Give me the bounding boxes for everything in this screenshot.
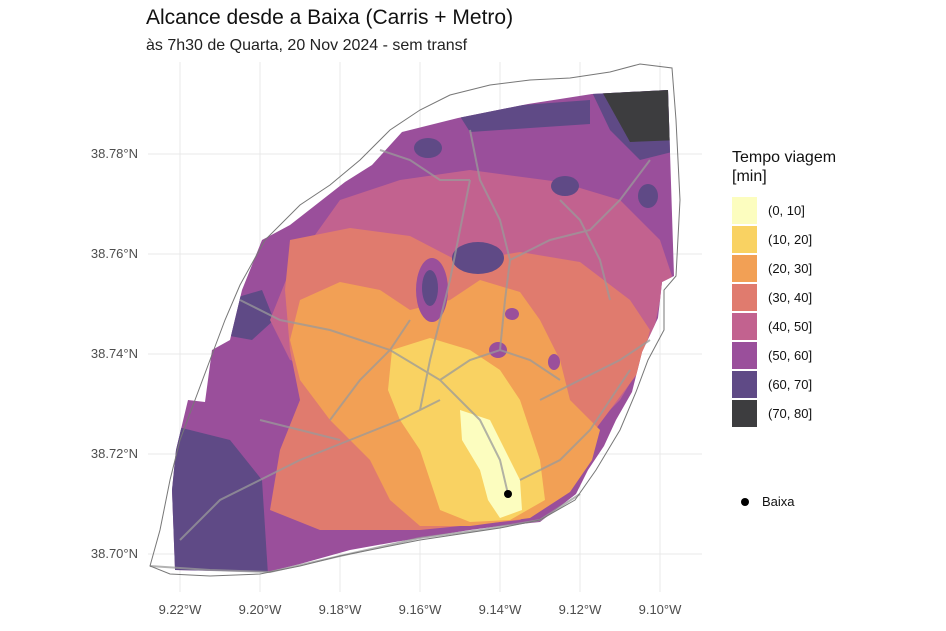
legend-item: (50, 60] [732,341,872,370]
y-tick-label: 38.78°N [90,146,138,161]
legend-label: (30, 40] [768,290,813,305]
legend-item: (0, 10] [732,196,872,225]
legend-item: (60, 70] [732,370,872,399]
legend-label: (50, 60] [768,348,813,363]
legend-label: (40, 50] [768,319,813,334]
legend-label: (10, 20] [768,232,813,247]
point-legend-label: Baixa [762,494,795,509]
x-tick-label: 9.10°W [638,602,682,617]
legend-item: (40, 50] [732,312,872,341]
legend-item: (20, 30] [732,254,872,283]
map-title: Alcance desde a Baixa (Carris + Metro) [146,6,514,29]
travel-time-legend: Tempo viagem [min] (0, 10] (10, 20] (20, 3… [732,148,872,428]
legend-rows: (0, 10] (10, 20] (20, 30] (30, 40] (40, 50] (… [732,196,872,428]
legend-swatch [732,371,757,398]
x-tick-label: 9.12°W [558,602,602,617]
legend-label: (0, 10] [768,203,805,218]
legend-label: (70, 80] [768,406,813,421]
legend-item: (10, 20] [732,225,872,254]
x-tick-label: 9.22°W [158,602,202,617]
legend-label: (60, 70] [768,377,813,392]
legend-item: (30, 40] [732,283,872,312]
legend-swatch [732,313,757,340]
baixa-point [504,490,512,498]
legend-swatch [732,284,757,311]
x-tick-label: 9.16°W [398,602,442,617]
isochrone-layers [172,90,674,572]
point-legend: Baixa [732,494,795,509]
road-network [149,129,651,574]
legend-swatch [732,400,757,427]
y-tick-label: 38.70°N [90,546,138,561]
legend-label: (20, 30] [768,261,813,276]
x-tick-label: 9.20°W [238,602,282,617]
legend-swatch [732,255,757,282]
y-tick-label: 38.76°N [90,246,138,261]
x-tick-label: 9.18°W [318,602,362,617]
legend-swatch [732,197,757,224]
point-legend-dot [741,497,749,506]
city-boundary [149,63,681,577]
legend-swatch [732,342,757,369]
legend-swatch [732,226,757,253]
legend-item: (70, 80] [732,399,872,428]
legend-title: Tempo viagem [min] [732,149,837,185]
y-tick-label: 38.74°N [90,346,138,361]
y-tick-label: 38.72°N [90,446,138,461]
x-tick-label: 9.14°W [478,602,522,617]
map-subtitle: às 7h30 de Quarta, 20 Nov 2024 - sem tra… [146,37,468,54]
